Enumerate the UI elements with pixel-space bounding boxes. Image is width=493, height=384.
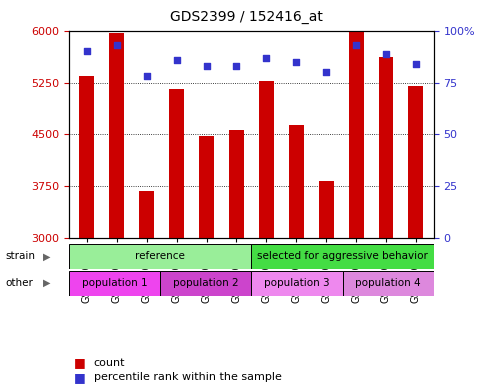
- Bar: [343, 271, 434, 296]
- Text: other: other: [5, 278, 33, 288]
- Text: selected for aggressive behavior: selected for aggressive behavior: [257, 251, 428, 262]
- Point: [292, 59, 300, 65]
- Bar: [199, 136, 214, 238]
- Bar: [229, 130, 244, 238]
- Text: GDS2399 / 152416_at: GDS2399 / 152416_at: [170, 10, 323, 24]
- Text: count: count: [94, 358, 125, 368]
- Point: [173, 57, 180, 63]
- Bar: [251, 244, 434, 269]
- Bar: [69, 244, 251, 269]
- Point: [382, 50, 390, 56]
- Text: percentile rank within the sample: percentile rank within the sample: [94, 372, 282, 382]
- Bar: [69, 271, 160, 296]
- Text: strain: strain: [5, 251, 35, 262]
- Bar: [140, 191, 154, 238]
- Point: [233, 63, 241, 69]
- Bar: [169, 89, 184, 238]
- Text: ▶: ▶: [43, 278, 51, 288]
- Bar: [109, 33, 124, 238]
- Point: [262, 55, 270, 61]
- Point: [412, 61, 420, 67]
- Bar: [349, 31, 363, 238]
- Bar: [289, 126, 304, 238]
- Bar: [259, 81, 274, 238]
- Text: ■: ■: [74, 356, 86, 369]
- Text: population 2: population 2: [173, 278, 239, 288]
- Text: reference: reference: [135, 251, 185, 262]
- Bar: [79, 76, 95, 238]
- Point: [113, 42, 121, 48]
- Bar: [408, 86, 423, 238]
- Text: population 4: population 4: [355, 278, 421, 288]
- Text: population 3: population 3: [264, 278, 330, 288]
- Point: [203, 63, 211, 69]
- Bar: [318, 181, 334, 238]
- Text: population 1: population 1: [82, 278, 147, 288]
- Bar: [160, 271, 251, 296]
- Bar: [379, 57, 393, 238]
- Point: [143, 73, 151, 79]
- Point: [352, 42, 360, 48]
- Point: [322, 69, 330, 75]
- Point: [83, 48, 91, 55]
- Text: ▶: ▶: [43, 251, 51, 262]
- Bar: [251, 271, 343, 296]
- Text: ■: ■: [74, 371, 86, 384]
